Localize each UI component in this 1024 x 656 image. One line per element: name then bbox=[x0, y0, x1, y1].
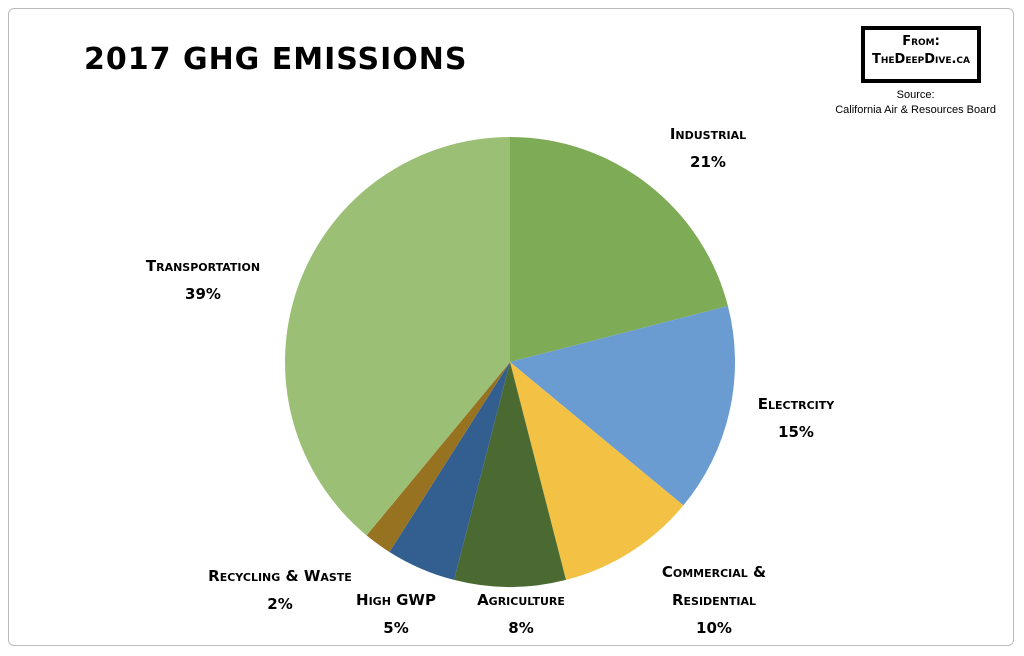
slice-name: High GWP bbox=[356, 591, 436, 609]
source-text: California Air & Resources Board bbox=[835, 104, 996, 116]
slice-value: 10% bbox=[696, 619, 732, 637]
slice-label: Transportation 39% bbox=[103, 252, 303, 308]
pie-slice bbox=[454, 362, 566, 588]
pie-slice bbox=[389, 362, 510, 580]
slice-label: High GWP 5% bbox=[296, 586, 496, 642]
pie-slice bbox=[285, 137, 510, 536]
chart-title: 2017 GHG EMISSIONS bbox=[84, 42, 468, 77]
slice-label: Industrial 21% bbox=[608, 120, 808, 176]
pie-slice bbox=[366, 362, 510, 552]
source: Source: California Air & Resources Board bbox=[835, 88, 996, 118]
slice-name: Transportation bbox=[145, 257, 261, 275]
frame bbox=[8, 8, 1014, 646]
slice-value: 15% bbox=[778, 423, 814, 441]
credit-label: From: bbox=[902, 34, 940, 49]
slice-name: Commercial & Residential bbox=[661, 563, 767, 609]
slice-name: Industrial bbox=[669, 125, 747, 143]
slice-label: Agriculture 8% bbox=[421, 586, 621, 642]
slice-name: Recycling & Waste bbox=[208, 567, 352, 585]
slice-value: 8% bbox=[508, 619, 534, 637]
slice-value: 39% bbox=[185, 285, 221, 303]
pie-slice bbox=[510, 137, 728, 362]
slice-label: Recycling & Waste 2% bbox=[170, 562, 390, 618]
slice-label: Commercial & Residential 10% bbox=[639, 558, 789, 642]
pie-slice bbox=[510, 306, 736, 506]
pie-slice bbox=[510, 362, 684, 580]
slice-value: 2% bbox=[267, 595, 293, 613]
slice-value: 21% bbox=[690, 153, 726, 171]
slice-label: Electrcity 15% bbox=[696, 390, 896, 446]
credit-box: From: TheDeepDive.ca bbox=[861, 26, 981, 83]
source-label: Source: bbox=[896, 89, 935, 101]
slice-name: Electrcity bbox=[757, 395, 835, 413]
slice-name: Agriculture bbox=[477, 591, 565, 609]
slice-value: 5% bbox=[383, 619, 409, 637]
credit-site: TheDeepDive.ca bbox=[872, 52, 970, 67]
